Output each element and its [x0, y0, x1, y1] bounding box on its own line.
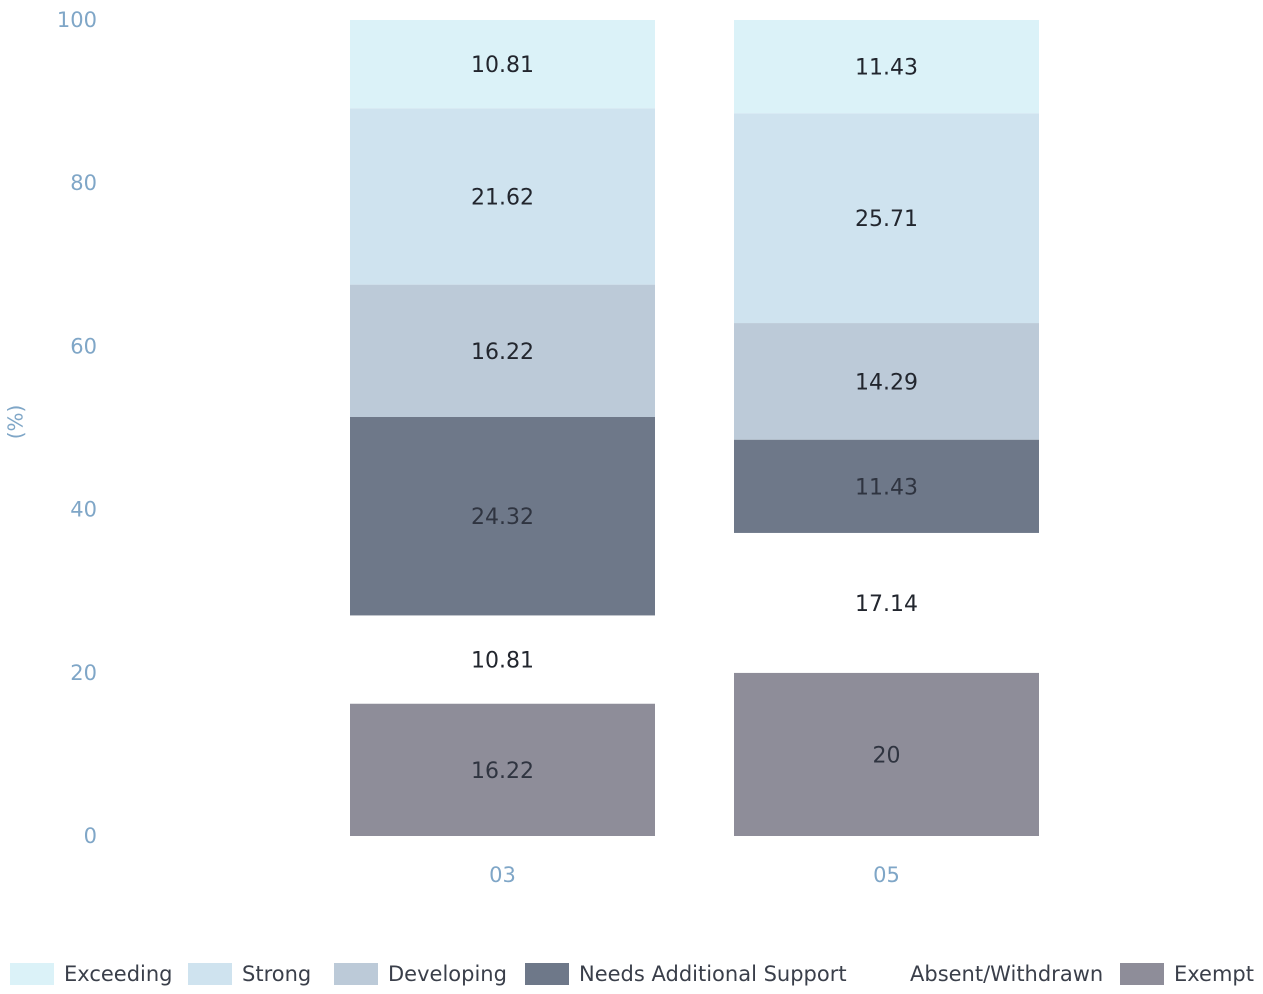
data-label: 16.22 [471, 340, 534, 365]
y-tick-label: 40 [70, 498, 97, 522]
bar-segment-needs-additional-support [734, 439, 1039, 533]
x-tick-label: 03 [489, 863, 516, 887]
legend-swatch [1120, 963, 1164, 985]
legend-item: Needs Additional Support [525, 962, 847, 986]
bar-segment-strong [350, 108, 655, 285]
bar-segment-absent-withdrawn [350, 615, 655, 704]
legend-item: Exceeding [10, 962, 173, 986]
data-label: 11.43 [855, 56, 918, 81]
bar-segment-needs-additional-support [350, 416, 655, 616]
legend-label: Needs Additional Support [579, 962, 847, 986]
y-tick-label: 60 [70, 334, 97, 358]
bar-segment-exempt [350, 703, 655, 836]
bar-segment-absent-withdrawn [734, 532, 1039, 673]
legend-swatch [525, 963, 569, 985]
legend-item: Absent/Withdrawn [910, 962, 1103, 986]
legend-label: Absent/Withdrawn [910, 962, 1104, 986]
y-axis-label: (%) [3, 404, 28, 440]
bar-segment-developing [350, 284, 655, 417]
bar-segment-strong [734, 113, 1039, 324]
bar-segment-exceeding [734, 20, 1039, 114]
data-label: 17.14 [855, 592, 918, 617]
legend-swatch [10, 963, 54, 985]
data-label: 10.81 [471, 53, 534, 78]
legend-swatch [334, 963, 378, 985]
y-tick-label: 100 [57, 8, 97, 32]
y-tick-label: 0 [84, 824, 97, 848]
legend-item: Strong [188, 962, 311, 986]
legend-label: Strong [242, 962, 312, 986]
bar-segment-exempt [734, 672, 1039, 836]
legend-label: Exceeding [64, 962, 173, 986]
bar-segment-developing [734, 323, 1039, 440]
data-label: 14.29 [855, 370, 918, 395]
legend-label: Exempt [1174, 962, 1254, 986]
data-label: 16.22 [471, 759, 534, 784]
data-label: 25.71 [855, 207, 918, 232]
data-label: 10.81 [471, 649, 534, 674]
chart-plot: 0 20 40 60 80 100 16.22 10.81 24.32 16.22 21.62 10… [57, 8, 1039, 887]
legend-swatch [188, 963, 232, 985]
bar-segment-exceeding [350, 20, 655, 109]
x-tick-label: 05 [873, 863, 900, 887]
y-tick-label: 20 [70, 661, 97, 685]
legend-item: Exempt [1120, 962, 1254, 986]
data-label: 24.32 [471, 505, 534, 530]
data-label: 21.62 [471, 185, 534, 210]
data-label: 11.43 [855, 475, 918, 500]
legend: Exceeding Strong Developing Needs Additiona… [0, 958, 1263, 994]
legend-item: Developing [334, 962, 507, 986]
data-label: 20 [873, 743, 901, 768]
legend-label: Developing [388, 962, 507, 986]
y-tick-label: 80 [70, 171, 97, 195]
